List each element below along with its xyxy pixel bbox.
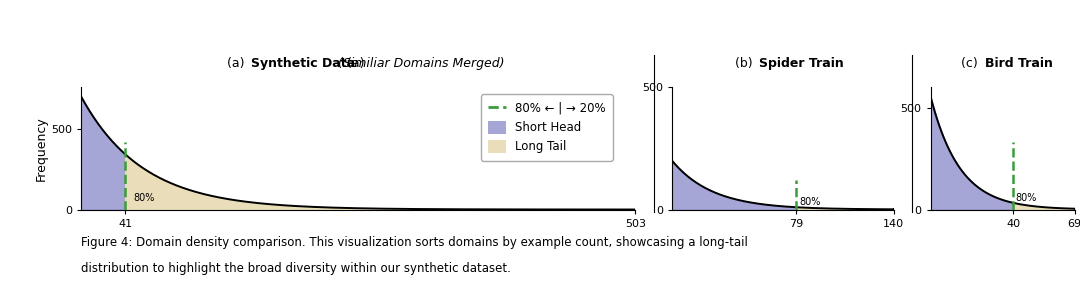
Text: Figure 4: Domain density comparison. This visualization sorts domains by example: Figure 4: Domain density comparison. Thi… xyxy=(81,236,747,249)
Text: 80%: 80% xyxy=(800,197,821,207)
Text: Spider Train: Spider Train xyxy=(759,57,843,70)
Text: (b): (b) xyxy=(735,57,757,70)
Text: 80%: 80% xyxy=(134,193,154,203)
Text: Bird Train: Bird Train xyxy=(985,57,1053,70)
Legend: 80% ← | → 20%, Short Head, Long Tail: 80% ← | → 20%, Short Head, Long Tail xyxy=(481,94,612,161)
Text: (Similiar Domains Merged): (Similiar Domains Merged) xyxy=(335,57,504,70)
Y-axis label: Frequency: Frequency xyxy=(36,116,49,181)
Text: distribution to highlight the broad diversity within our synthetic dataset.: distribution to highlight the broad dive… xyxy=(81,262,511,275)
Text: 80%: 80% xyxy=(1015,193,1037,203)
Text: (a): (a) xyxy=(228,57,248,70)
Text: (c): (c) xyxy=(961,57,982,70)
Text: (a): (a) xyxy=(348,57,369,70)
Text: Synthetic Data: Synthetic Data xyxy=(252,57,355,70)
